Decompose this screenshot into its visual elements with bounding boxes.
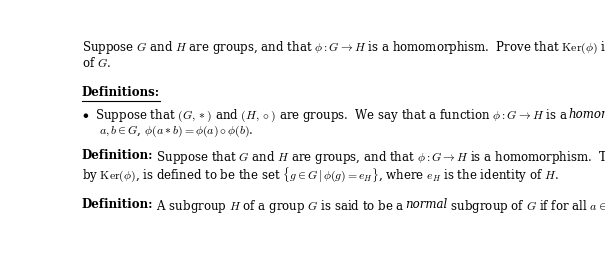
Text: subgroup of $G$ if for all $a\in G$, $aH = Ha$.: subgroup of $G$ if for all $a\in G$, $aH… bbox=[447, 198, 605, 215]
Text: Definition:: Definition: bbox=[82, 198, 153, 211]
Text: homomorphism: homomorphism bbox=[568, 108, 605, 121]
Text: Definitions:: Definitions: bbox=[82, 86, 160, 99]
Text: normal: normal bbox=[405, 198, 447, 211]
Text: Suppose that $G$ and $H$ are groups, and that $\phi:G\rightarrow H$ is a homomor: Suppose that $G$ and $H$ are groups, and… bbox=[153, 149, 605, 166]
Text: A subgroup $H$ of a group $G$ is said to be a: A subgroup $H$ of a group $G$ is said to… bbox=[153, 198, 405, 215]
Text: Suppose $G$ and $H$ are groups, and that $\phi:G\rightarrow H$ is a homomorphism: Suppose $G$ and $H$ are groups, and that… bbox=[82, 40, 605, 56]
Text: of $G$.: of $G$. bbox=[82, 56, 111, 70]
Text: Definition:: Definition: bbox=[82, 149, 153, 162]
Text: $a,b\in G$, $\phi(a*b) = \phi(a)\circ\phi(b)$.: $a,b\in G$, $\phi(a*b) = \phi(a)\circ\ph… bbox=[99, 124, 253, 139]
Text: $\bullet$  Suppose that $(G,*)$ and $(H,\circ)$ are groups.  We say that a funct: $\bullet$ Suppose that $(G,*)$ and $(H,\… bbox=[82, 108, 568, 124]
Text: by $\mathrm{Ker}(\phi)$, is defined to be the set $\{g\in G\,|\,\phi(g)=e_H\}$, : by $\mathrm{Ker}(\phi)$, is defined to b… bbox=[82, 166, 558, 184]
